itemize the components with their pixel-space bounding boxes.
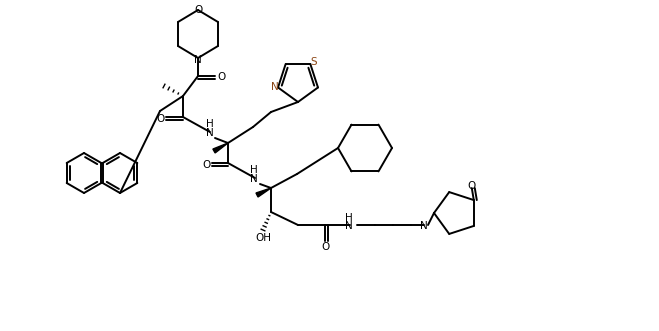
Text: O: O — [194, 5, 202, 15]
Polygon shape — [256, 188, 271, 197]
Text: N: N — [206, 128, 214, 138]
Text: O: O — [156, 114, 164, 123]
Text: N: N — [194, 55, 202, 65]
Text: N: N — [271, 82, 279, 92]
Text: N: N — [420, 221, 428, 231]
Text: O: O — [468, 181, 476, 191]
Text: H: H — [206, 119, 214, 129]
Text: H: H — [345, 213, 353, 223]
Text: N: N — [345, 221, 353, 231]
Text: N: N — [250, 174, 258, 184]
Text: O: O — [322, 242, 330, 252]
Text: O: O — [217, 72, 225, 82]
Text: OH: OH — [255, 233, 271, 243]
Polygon shape — [213, 143, 228, 153]
Text: O: O — [202, 160, 210, 169]
Text: H: H — [250, 165, 258, 175]
Text: S: S — [310, 57, 317, 67]
